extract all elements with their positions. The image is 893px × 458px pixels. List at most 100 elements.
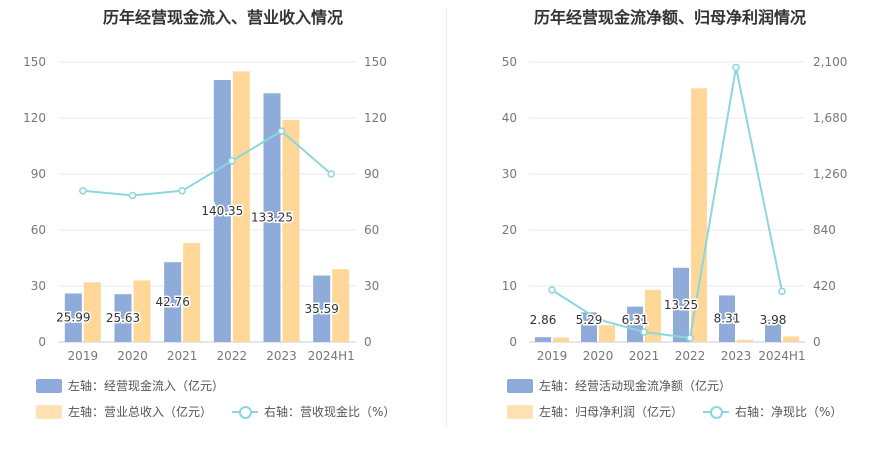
bar-secondary [691, 88, 707, 342]
bar-data-label: 6.31 [622, 313, 649, 327]
bar-data-label: 2.86 [530, 313, 557, 327]
bar-primary [213, 80, 231, 342]
legend-item-bar-primary[interactable]: 左轴：经营现金流入（亿元） [36, 377, 224, 394]
y-left-tick-label: 60 [31, 223, 46, 237]
bar-secondary [133, 280, 151, 342]
bar-data-label: 8.31 [714, 312, 741, 326]
x-tick-label: 2024H1 [308, 349, 355, 363]
legend-line-icon [232, 405, 258, 419]
legend-item-line[interactable]: 右轴：营收现金比（%） [232, 403, 395, 420]
y-left-tick-label: 30 [502, 167, 517, 181]
legend-label: 左轴：归母净利润（亿元） [539, 405, 684, 419]
bar-secondary [83, 282, 101, 342]
bar-secondary [332, 269, 350, 342]
chart-plot-area: 0 0 30 30 60 60 90 90 120 120 150 150 2019 2020 2021 20… [23, 55, 387, 363]
bar-data-label: 35.59 [304, 302, 338, 316]
x-tick-label: 2021 [629, 349, 660, 363]
y-left-tick-label: 0 [509, 335, 517, 349]
bar-secondary [599, 325, 615, 342]
chart-panel-right: 历年经营现金流净额、归母净利润情况 0 0 10 420 20 840 30 1,260 40 1… [447, 0, 893, 458]
bar-secondary [232, 71, 250, 342]
y-right-tick-label: 0 [813, 335, 821, 349]
chart-plot-area: 0 0 10 420 20 840 30 1,260 40 1,680 50 2,100 2019 202… [502, 55, 848, 363]
chart-title: 历年经营现金流净额、归母净利润情况 [533, 8, 806, 27]
x-tick-label: 2023 [721, 349, 752, 363]
line-point [277, 127, 286, 135]
y-right-tick-label: 30 [364, 279, 379, 293]
bar-data-label: 25.99 [56, 311, 90, 325]
bar-data-label: 13.25 [664, 298, 698, 312]
legend-item-line[interactable]: 右轴：净现比（%） [703, 403, 842, 420]
x-tick-label: 2023 [266, 349, 297, 363]
legend-item-bar-primary[interactable]: 左轴：经营活动现金流净额（亿元） [507, 377, 731, 394]
bar-secondary [183, 243, 201, 342]
line-point [686, 334, 694, 342]
x-tick-label: 2022 [675, 349, 706, 363]
line-point [228, 157, 236, 165]
y-left-tick-label: 150 [23, 55, 46, 69]
bar-data-label: 140.35 [201, 204, 243, 218]
legend-label: 左轴：经营现金流入（亿元） [68, 379, 225, 393]
x-tick-label: 2022 [217, 349, 248, 363]
panel-divider [446, 8, 447, 428]
bar-primary [719, 295, 735, 342]
y-right-tick-label: 60 [364, 223, 379, 237]
bar-secondary [282, 119, 300, 342]
bar-primary [313, 275, 331, 342]
legend-label: 左轴：营业总收入（亿元） [68, 405, 213, 419]
legend-label: 右轴：营收现金比（%） [264, 405, 396, 419]
y-right-tick-label: 150 [364, 55, 387, 69]
bar-data-label: 133.25 [251, 211, 293, 225]
x-tick-label: 2020 [117, 349, 148, 363]
x-tick-label: 2019 [537, 349, 568, 363]
line-point [128, 191, 137, 200]
line-point [640, 328, 648, 336]
y-right-tick-label: 0 [364, 335, 372, 349]
y-right-tick-label: 1,260 [813, 167, 847, 181]
bar-primary [263, 93, 281, 343]
legend-item-bar-secondary[interactable]: 左轴：归母净利润（亿元） [507, 403, 683, 420]
bar-data-label: 5.29 [576, 313, 603, 327]
bar-primary [64, 293, 82, 342]
y-left-tick-label: 20 [502, 223, 517, 237]
bar-primary [164, 262, 182, 342]
y-right-tick-label: 90 [364, 167, 379, 181]
line-point [594, 315, 602, 324]
bar-secondary [783, 336, 799, 342]
y-left-tick-label: 120 [23, 111, 46, 125]
bar-data-label: 25.63 [106, 311, 140, 325]
bar-data-label: 42.76 [155, 295, 189, 309]
y-left-tick-label: 10 [502, 279, 517, 293]
bar-secondary [645, 289, 661, 342]
bar-primary [673, 267, 689, 342]
y-right-tick-label: 420 [813, 279, 836, 293]
x-tick-label: 2020 [583, 349, 614, 363]
legend-line-icon [703, 405, 729, 419]
legend-label: 左轴：经营活动现金流净额（亿元） [539, 379, 732, 393]
y-right-tick-label: 2,100 [813, 55, 847, 69]
bar-secondary [553, 337, 569, 342]
y-left-tick-label: 30 [31, 279, 46, 293]
y-left-tick-label: 40 [502, 111, 517, 125]
chart-title: 历年经营现金流入、营业收入情况 [102, 8, 343, 27]
line-series [82, 129, 332, 197]
line-point [778, 287, 786, 296]
x-tick-label: 2021 [167, 349, 198, 363]
line-point [178, 187, 186, 195]
y-right-tick-label: 840 [813, 223, 836, 237]
legend-swatch-orange [507, 404, 533, 419]
y-right-tick-label: 1,680 [813, 111, 847, 125]
bar-primary [765, 319, 781, 342]
line-point [548, 286, 556, 294]
legend-item-bar-secondary[interactable]: 左轴：营业总收入（亿元） [36, 403, 212, 420]
y-left-tick-label: 90 [31, 167, 46, 181]
y-left-tick-label: 0 [38, 335, 46, 349]
legend-label: 右轴：净现比（%） [735, 405, 843, 419]
bar-data-label: 3.98 [760, 313, 787, 327]
line-point [732, 63, 740, 72]
bar-secondary [737, 339, 753, 342]
bar-primary [581, 312, 597, 342]
line-point [327, 170, 335, 178]
legend-swatch-blue [36, 378, 62, 393]
chart-panel-left: 历年经营现金流入、营业收入情况 0 0 30 30 60 60 90 90 120 120 150 1… [0, 0, 446, 458]
